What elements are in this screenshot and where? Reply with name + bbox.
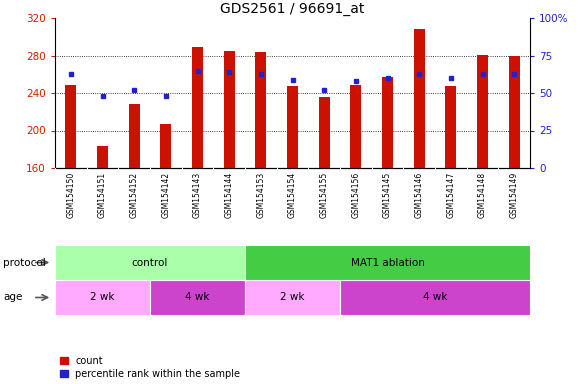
Text: GSM154151: GSM154151 <box>98 172 107 218</box>
Text: GSM154147: GSM154147 <box>447 172 455 218</box>
Bar <box>445 86 456 168</box>
Text: 4 wk: 4 wk <box>423 293 447 303</box>
Text: age: age <box>3 293 22 303</box>
Text: GSM154155: GSM154155 <box>320 172 329 218</box>
Text: control: control <box>132 258 168 268</box>
Bar <box>150 280 245 315</box>
Bar <box>255 52 266 168</box>
Text: GSM154145: GSM154145 <box>383 172 392 218</box>
Text: MAT1 ablation: MAT1 ablation <box>350 258 425 268</box>
Bar <box>509 56 520 168</box>
Bar <box>224 51 235 168</box>
Bar <box>245 245 530 280</box>
Text: GSM154143: GSM154143 <box>193 172 202 218</box>
Text: GSM154156: GSM154156 <box>351 172 360 218</box>
Text: protocol: protocol <box>3 258 46 268</box>
Text: GSM154144: GSM154144 <box>224 172 234 218</box>
Bar <box>66 84 77 168</box>
Bar <box>160 124 171 168</box>
Bar <box>318 97 329 168</box>
Title: GDS2561 / 96691_at: GDS2561 / 96691_at <box>220 2 365 16</box>
Bar <box>245 280 340 315</box>
Bar <box>55 280 150 315</box>
Bar <box>382 77 393 168</box>
Text: 2 wk: 2 wk <box>90 293 115 303</box>
Text: GSM154154: GSM154154 <box>288 172 297 218</box>
Bar <box>414 29 425 168</box>
Bar <box>97 146 108 168</box>
Bar <box>350 84 361 168</box>
Text: GSM154142: GSM154142 <box>161 172 171 218</box>
Bar <box>192 47 203 168</box>
Text: 2 wk: 2 wk <box>280 293 304 303</box>
Text: GSM154153: GSM154153 <box>256 172 265 218</box>
Text: GSM154149: GSM154149 <box>510 172 519 218</box>
Bar <box>340 280 530 315</box>
Text: GSM154152: GSM154152 <box>130 172 139 218</box>
Text: GSM154150: GSM154150 <box>66 172 75 218</box>
Bar <box>55 245 245 280</box>
Legend: count, percentile rank within the sample: count, percentile rank within the sample <box>60 356 241 379</box>
Bar <box>129 104 140 168</box>
Text: 4 wk: 4 wk <box>185 293 210 303</box>
Text: GSM154148: GSM154148 <box>478 172 487 218</box>
Text: GSM154146: GSM154146 <box>415 172 423 218</box>
Bar <box>477 55 488 168</box>
Bar <box>287 86 298 168</box>
